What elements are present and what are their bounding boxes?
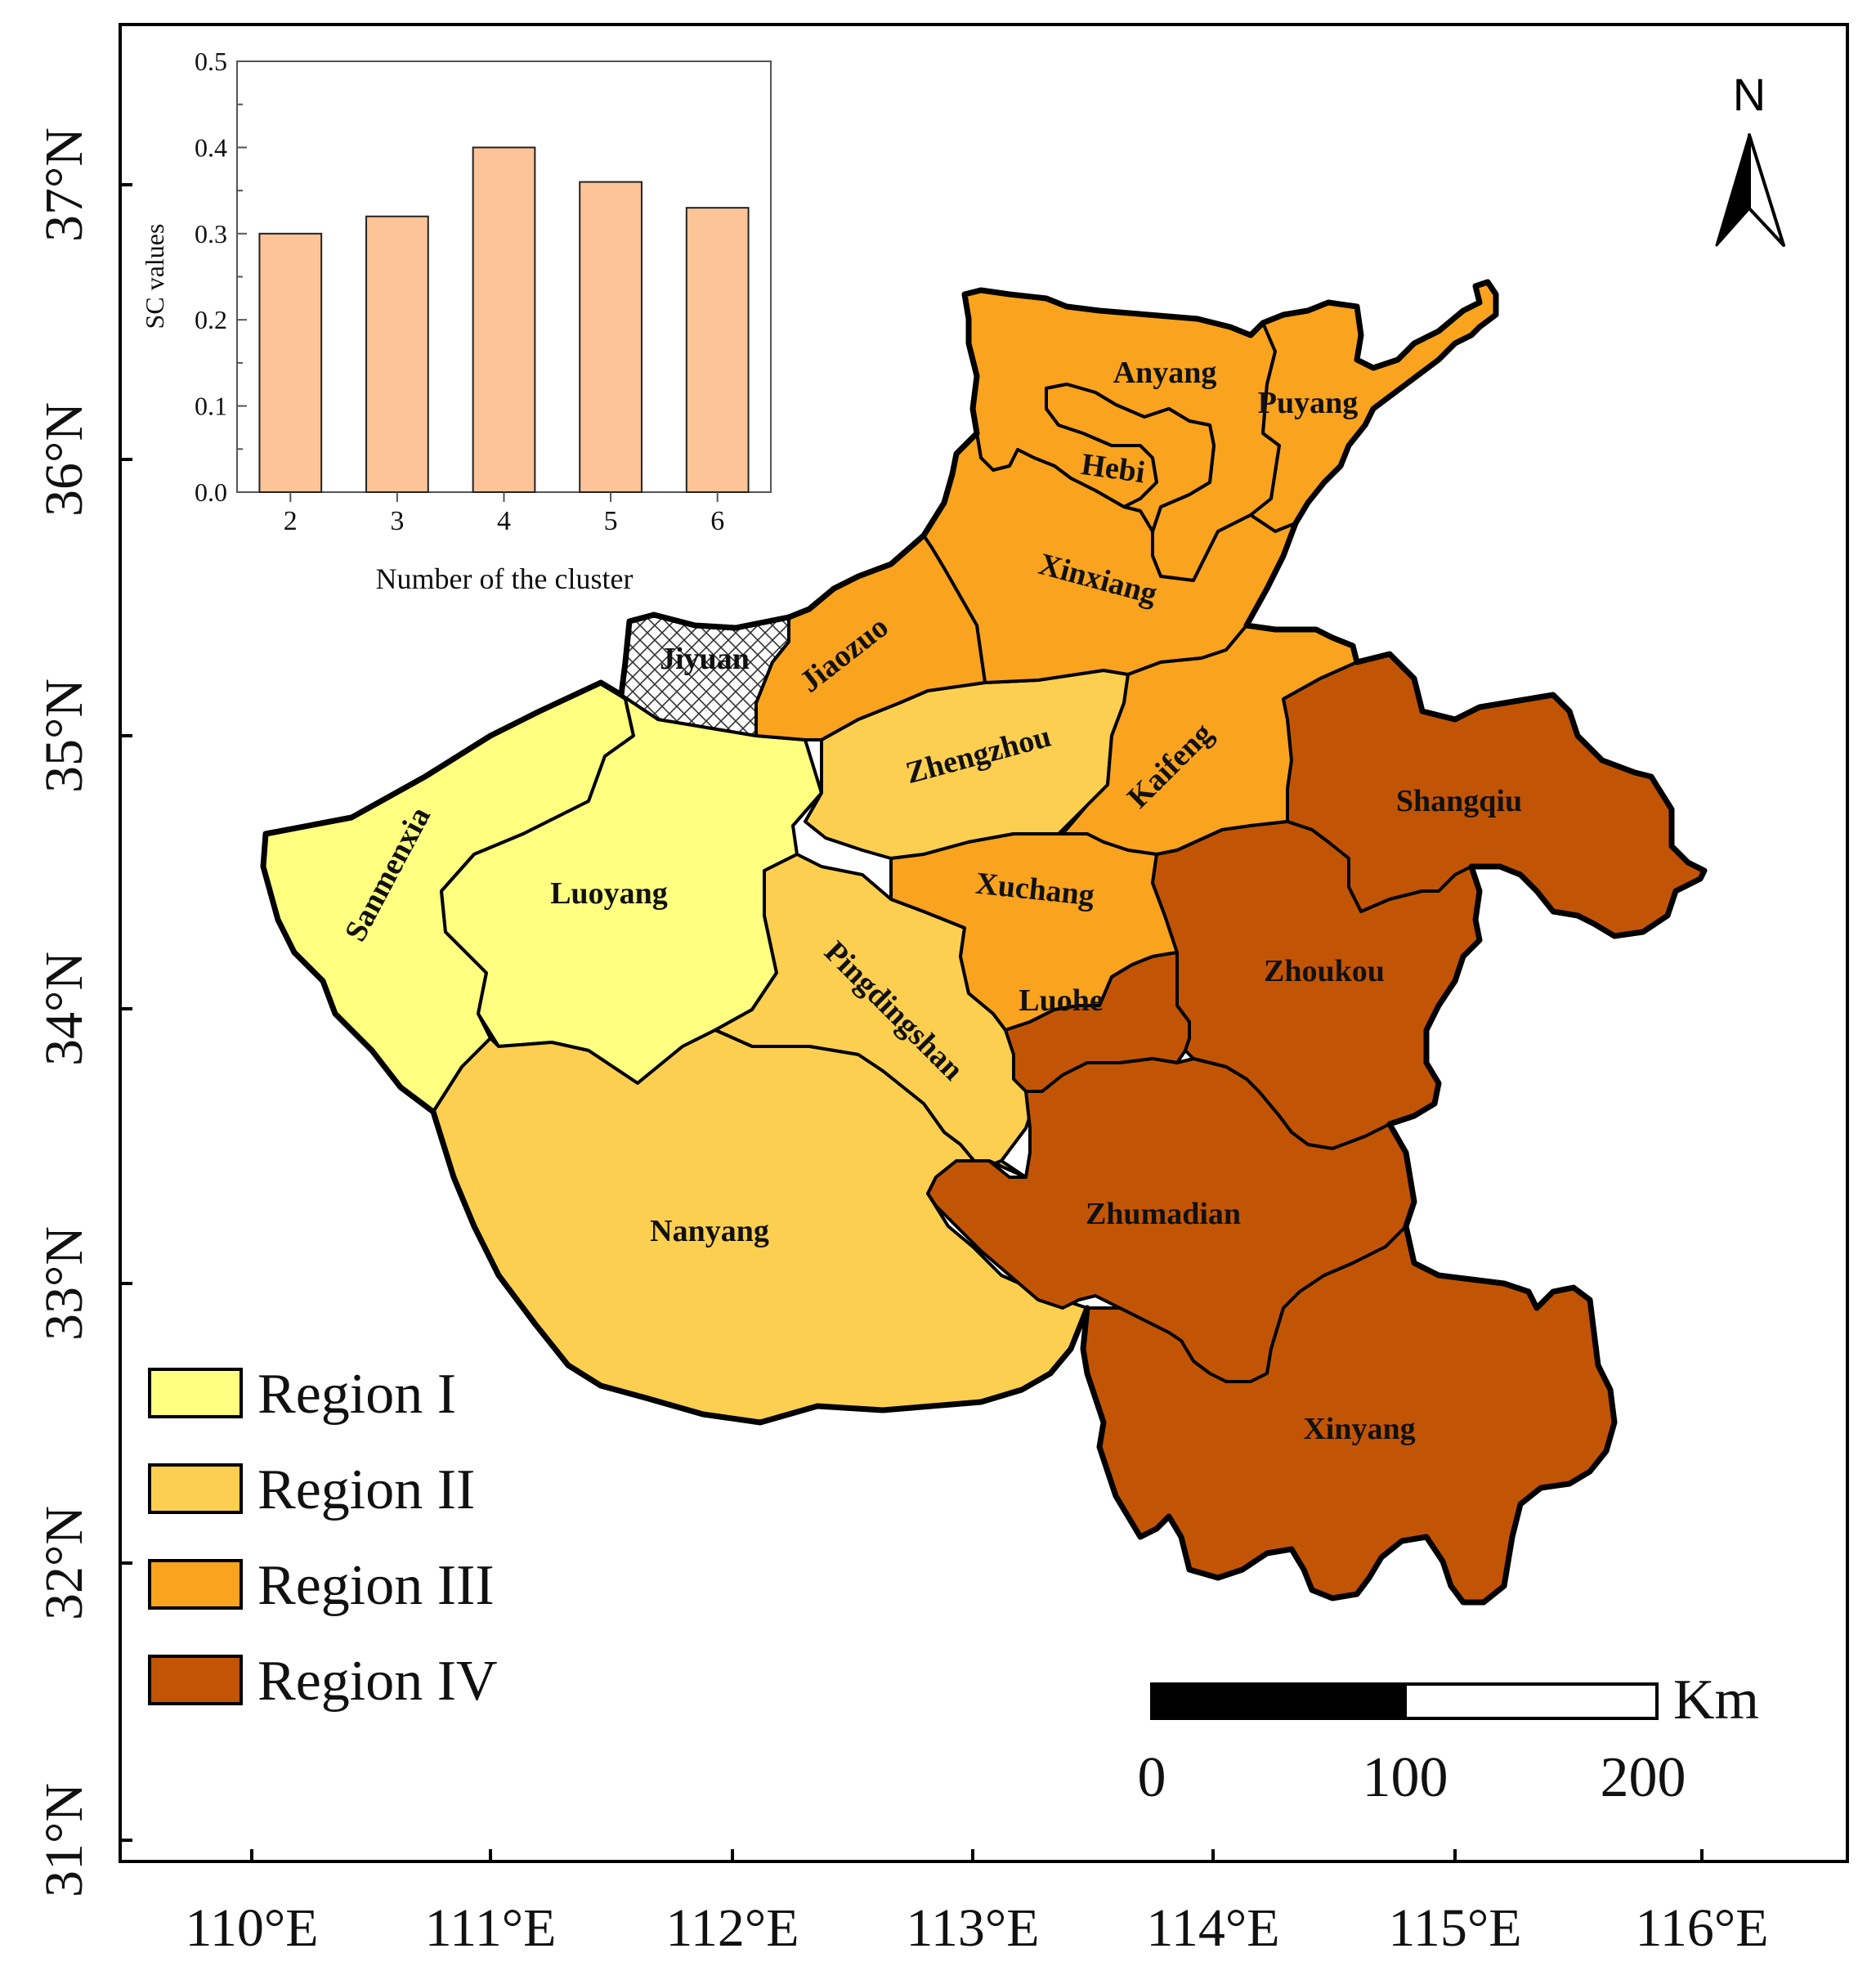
inset-x-tick-label: 3 [390,506,404,536]
legend-label: Region II [257,1458,475,1521]
city-label-luoyang: Luoyang [550,876,668,911]
north-arrow-icon [1715,133,1751,247]
inset-y-tick-label: 0.3 [195,219,227,249]
inset-x-axis: 2 3 4 5 6 [284,492,724,536]
region-hebi[interactable] [1045,383,1216,533]
lat-label: 32°N [34,1506,94,1620]
inset-y-axis-title: SC values [140,224,169,329]
legend-label: Region I [257,1363,456,1426]
legend-swatch-region-4 [148,1655,243,1705]
scale-bar-unit: Km [1673,1669,1759,1731]
lat-label: 33°N [34,1226,94,1341]
legend-swatch-region-2 [148,1463,243,1514]
city-label-zhumadian: Zhumadian [1086,1197,1241,1231]
inset-x-tick-label: 4 [497,506,511,536]
lon-label: 114°E [1146,1898,1279,1958]
inset-bar [258,232,323,493]
inset-y-tick-label: 0.5 [195,47,227,76]
inset-chart: 0.0 0.1 0.2 0.3 0.4 0.5 2 3 4 5 6 Number of the c… [140,47,772,595]
lon-ticks [250,1849,1704,1861]
map-frame [119,23,1849,1863]
north-arrow-icon-outline [1748,133,1785,247]
lon-label: 112°E [665,1898,799,1958]
lon-label: 110°E [185,1898,318,1958]
region-xinxiang[interactable] [922,432,1297,684]
lat-label: 35°N [34,679,94,793]
city-label-nanyang: Nanyang [650,1214,769,1248]
inset-bar [365,215,429,493]
lat-label: 36°N [34,402,94,517]
city-label-luohe: Luohe [1019,983,1103,1018]
legend-label: Region III [257,1554,495,1617]
scale-bar-black-segment [1150,1682,1407,1720]
city-label-xinyang: Xinyang [1303,1412,1415,1446]
city-label-puyang: Puyang [1258,386,1358,420]
inset-y-tick-label: 0.2 [195,305,227,334]
scale-bar: Km 0 100 200 [1138,1669,1760,1809]
lon-label: 116°E [1635,1898,1768,1958]
legend-swatch-region-3 [148,1559,243,1610]
lat-label: 37°N [34,128,94,242]
city-label-shangqiu: Shangqiu [1396,784,1522,818]
inset-x-tick-label: 6 [710,506,724,536]
city-label-jiyuan: Jiyuan [660,642,750,676]
city-label-anyang: Anyang [1113,356,1217,390]
city-label-zhoukou: Zhoukou [1264,954,1385,988]
scale-bar-label: 100 [1363,1746,1448,1809]
lon-label: 113°E [906,1898,1039,1958]
inset-y-tick-label: 0.4 [195,132,227,162]
inset-bar [579,181,642,493]
lat-label: 34°N [34,952,94,1066]
legend-label: Region IV [257,1650,498,1713]
north-arrow: N [1715,69,1785,247]
north-arrow-label: N [1733,69,1766,120]
inset-y-tick-label: 0.0 [195,477,227,507]
inset-bars [258,146,750,493]
inset-y-tick-label: 0.1 [195,392,227,421]
scale-bar-label: 0 [1138,1746,1166,1809]
scale-bar-white-segment [1404,1682,1659,1720]
scale-bar-label: 200 [1601,1746,1686,1809]
lon-label: 115°E [1388,1898,1521,1958]
inset-x-tick-label: 5 [604,506,618,536]
legend-swatch-region-1 [148,1368,243,1418]
inset-bar [472,146,536,493]
lon-label: 111°E [425,1898,557,1958]
lat-ticks [120,183,132,1842]
lat-label: 31°N [34,1783,94,1897]
inset-x-tick-label: 2 [284,506,298,536]
inset-bar [685,207,750,493]
inset-y-axis: 0.0 0.1 0.2 0.3 0.4 0.5 [195,47,247,507]
inset-x-axis-title: Number of the cluster [376,562,634,595]
province-outline [260,279,1708,1606]
legend: Region I Region II Region III Region IV [148,1363,498,1713]
